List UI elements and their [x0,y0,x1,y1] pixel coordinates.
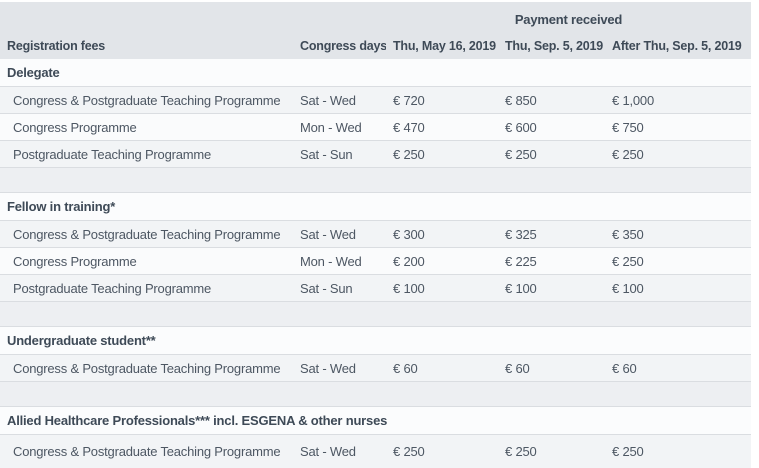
row-congress-days: Mon - Wed [300,253,362,269]
row-price-early: € 720 [393,92,425,108]
row-price-early: € 250 [393,146,425,162]
row-label: Congress & Postgraduate Teaching Program… [13,360,281,376]
row-label: Congress Programme [13,253,137,269]
table-row: Congress Programme Mon - Wed € 470 € 600… [0,114,751,141]
row-label: Postgraduate Teaching Programme [13,280,212,296]
row-price-mid: € 325 [505,226,537,242]
row-congress-days: Sat - Wed [300,360,356,376]
row-price-mid: € 250 [505,146,537,162]
table-header: Payment received Registration fees Congr… [0,2,751,59]
row-congress-days: Mon - Wed [300,119,362,135]
row-price-mid: € 60 [505,360,530,376]
row-price-mid: € 850 [505,92,537,108]
row-price-early: € 200 [393,253,425,269]
row-price-late: € 1,000 [612,92,654,108]
row-price-late: € 250 [612,444,644,459]
row-price-early: € 250 [393,444,425,459]
row-label: Congress & Postgraduate Teaching Program… [13,92,281,108]
row-price-late: € 350 [612,226,644,242]
table-row: Postgraduate Teaching Programme Sat - Su… [0,275,751,302]
row-label: Postgraduate Teaching Programme [13,146,212,162]
row-price-mid: € 100 [505,280,537,296]
table-row: Congress Programme Mon - Wed € 200 € 225… [0,248,751,275]
row-price-late: € 250 [612,253,644,269]
row-price-early: € 100 [393,280,425,296]
row-price-late: € 60 [612,360,637,376]
section-header-fellow-in-training: Fellow in training* [0,193,751,221]
row-congress-days: Sat - Wed [300,226,356,242]
row-price-early: € 300 [393,226,425,242]
table-row: Congress & Postgraduate Teaching Program… [0,221,751,248]
section-gap [0,302,751,327]
column-header-late-deadline: After Thu, Sep. 5, 2019 [612,38,742,53]
section-header-allied-healthcare-professionals: Allied Healthcare Professionals*** incl.… [0,407,751,435]
table-header-columns-row: Registration fees Congress days Thu, May… [0,32,751,59]
row-price-mid: € 600 [505,119,537,135]
payment-received-label: Payment received [514,11,623,27]
row-label: Congress & Postgraduate Teaching Program… [13,226,281,242]
row-label: Congress & Postgraduate Teaching Program… [13,444,281,459]
row-label: Congress Programme [13,119,137,135]
table-header-top-row: Payment received [0,2,751,32]
row-price-early: € 60 [393,360,418,376]
row-price-early: € 470 [393,119,425,135]
table-row: Congress & Postgraduate Teaching Program… [0,435,751,468]
row-price-late: € 100 [612,280,644,296]
row-congress-days: Sat - Sun [300,146,353,162]
column-header-mid-deadline: Thu, Sep. 5, 2019 [505,38,604,53]
column-header-early-deadline: Thu, May 16, 2019 [393,38,496,53]
column-header-congress-days: Congress days [300,38,386,53]
row-price-late: € 750 [612,119,644,135]
column-header-registration-fees: Registration fees [7,38,106,53]
table-row: Congress & Postgraduate Teaching Program… [0,355,751,382]
row-price-late: € 250 [612,146,644,162]
row-price-mid: € 250 [505,444,537,459]
row-congress-days: Sat - Sun [300,280,353,296]
section-gap [0,382,751,407]
row-price-mid: € 225 [505,253,537,269]
section-header-delegate: Delegate [0,59,751,87]
table-row: Postgraduate Teaching Programme Sat - Su… [0,141,751,168]
row-congress-days: Sat - Wed [300,92,356,108]
section-header-undergraduate-student: Undergraduate student** [0,327,751,355]
table-row: Congress & Postgraduate Teaching Program… [0,87,751,114]
section-gap [0,168,751,193]
row-congress-days: Sat - Wed [300,444,356,459]
